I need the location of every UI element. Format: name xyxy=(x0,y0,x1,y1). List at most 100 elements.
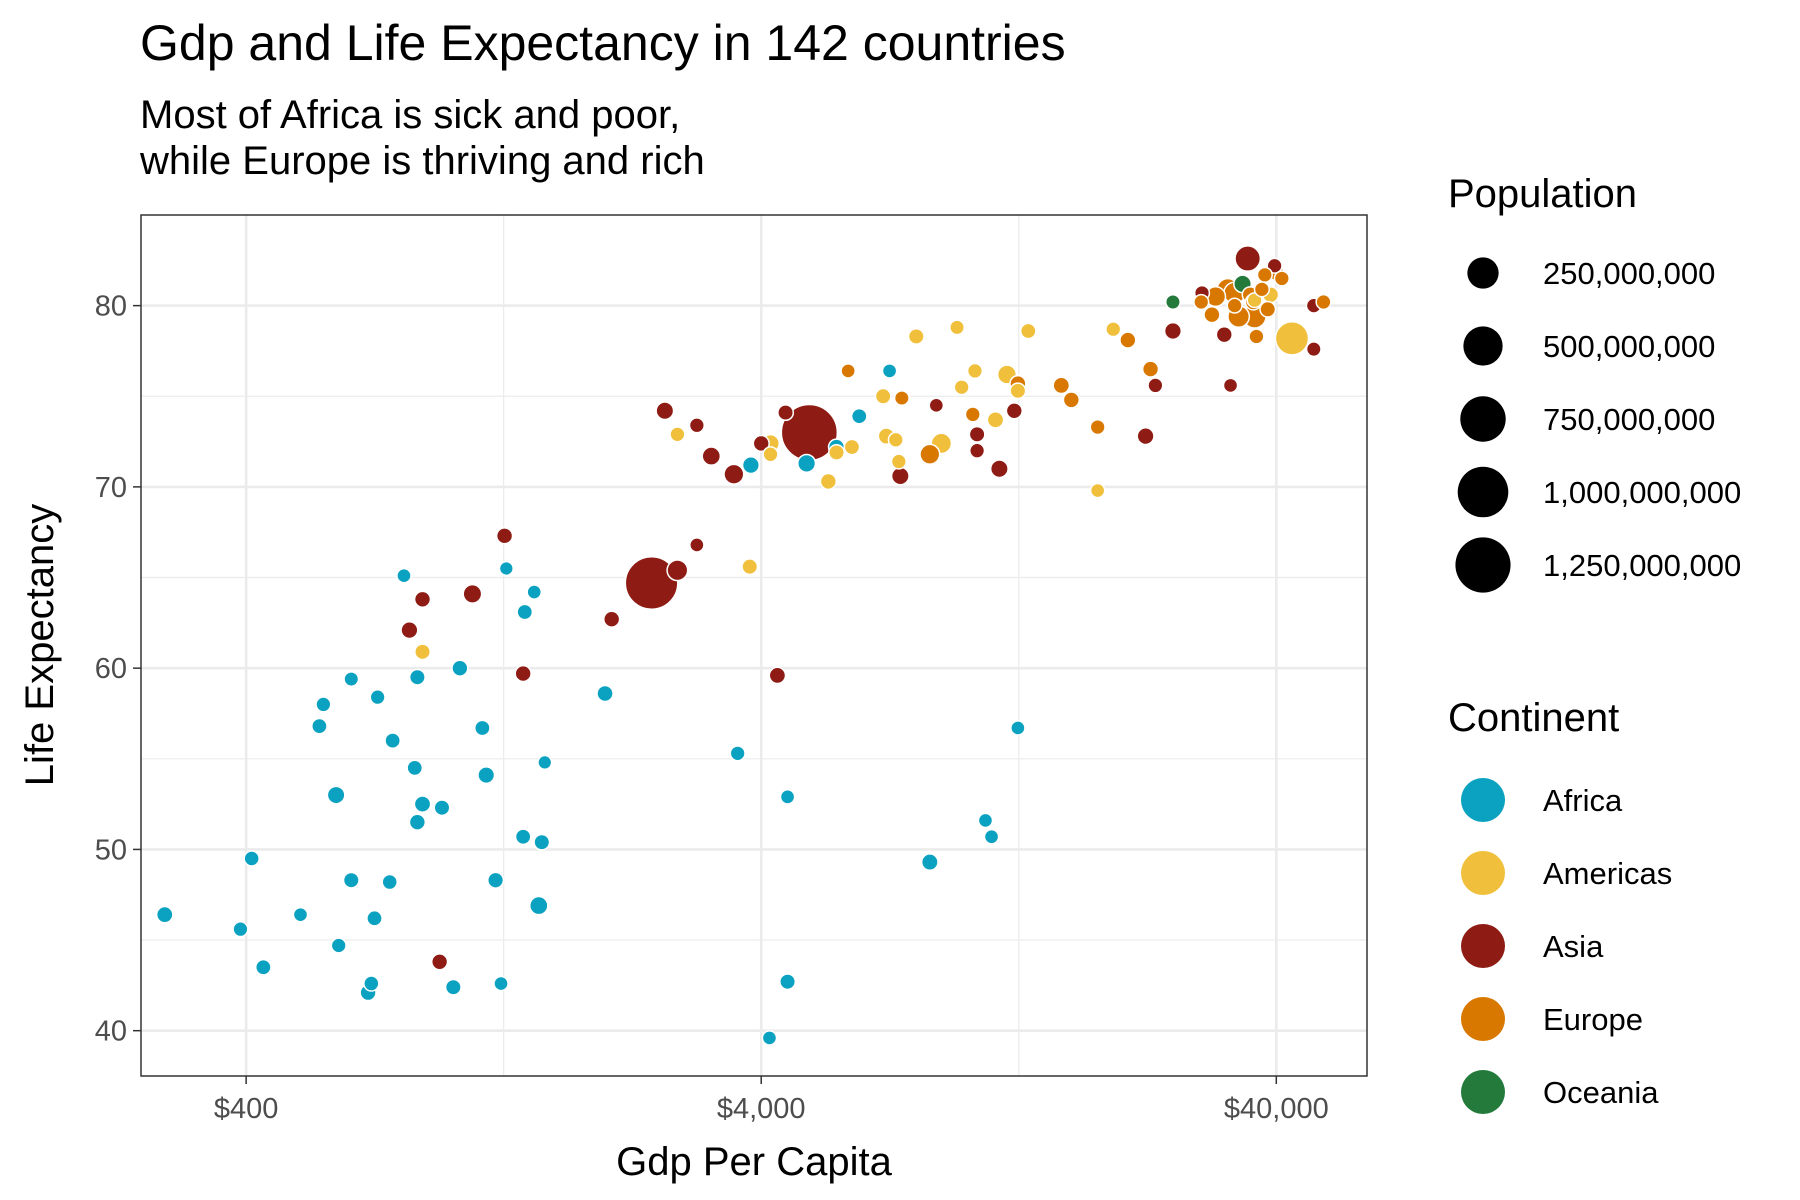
data-point xyxy=(537,754,553,771)
color-legend-key xyxy=(1461,997,1505,1041)
size-legend-label: 1,000,000,000 xyxy=(1543,475,1741,510)
data-point xyxy=(408,813,427,831)
chart-subtitle: Most of Africa is sick and poor, while E… xyxy=(140,92,705,184)
data-point xyxy=(983,828,1000,845)
data-point xyxy=(408,668,426,686)
data-point xyxy=(1273,270,1290,287)
size-legend-key xyxy=(1460,396,1506,442)
size-legend-key xyxy=(1463,326,1503,366)
data-point xyxy=(701,446,722,466)
data-point xyxy=(968,442,986,459)
data-point xyxy=(689,537,705,553)
size-legend-key xyxy=(1467,257,1499,289)
data-point xyxy=(1259,300,1277,318)
data-point xyxy=(343,671,360,688)
data-point xyxy=(1052,376,1071,395)
y-tick-label: 50 xyxy=(95,834,127,866)
data-point xyxy=(1305,341,1322,358)
data-point xyxy=(977,812,994,829)
data-point xyxy=(1105,321,1122,338)
data-point xyxy=(1256,266,1273,283)
data-point xyxy=(953,379,970,396)
size-legend-label: 750,000,000 xyxy=(1543,402,1715,437)
data-point xyxy=(400,620,419,640)
data-point xyxy=(406,759,424,777)
data-point xyxy=(761,1030,778,1046)
data-point xyxy=(893,390,910,407)
data-point xyxy=(342,871,360,889)
data-point xyxy=(311,717,328,735)
data-point xyxy=(155,905,174,924)
data-point xyxy=(850,407,868,425)
data-point xyxy=(986,410,1005,429)
data-point xyxy=(477,766,496,785)
data-point xyxy=(1019,322,1037,340)
size-legend-label: 1,250,000,000 xyxy=(1543,548,1741,583)
data-point xyxy=(495,527,514,545)
data-point xyxy=(413,795,432,813)
data-point xyxy=(514,828,532,846)
data-point xyxy=(828,443,845,461)
chart-title: Gdp and Life Expectancy in 142 countries xyxy=(140,15,1066,71)
data-point xyxy=(624,555,679,610)
y-tick-label: 80 xyxy=(95,291,127,323)
data-point xyxy=(430,953,449,971)
data-point xyxy=(779,973,797,991)
data-point xyxy=(655,401,675,421)
data-point xyxy=(762,446,779,463)
data-point xyxy=(254,958,272,976)
data-point xyxy=(669,426,686,443)
data-point xyxy=(366,909,383,927)
data-point xyxy=(444,978,462,996)
data-point xyxy=(292,906,309,923)
color-legend-key xyxy=(1461,1070,1505,1114)
data-point xyxy=(462,583,483,604)
data-point xyxy=(688,417,705,434)
data-point xyxy=(723,463,745,485)
y-tick-label: 70 xyxy=(95,472,127,504)
color-legend-label: Oceania xyxy=(1543,1075,1659,1110)
data-point xyxy=(919,443,941,465)
data-point xyxy=(487,871,505,889)
data-point xyxy=(1266,257,1283,274)
y-axis-title: Life Expectancy xyxy=(18,504,62,786)
y-tick-label: 40 xyxy=(95,1016,127,1048)
data-point xyxy=(1089,482,1106,499)
data-point xyxy=(384,732,402,750)
data-point xyxy=(887,431,904,448)
data-point xyxy=(1164,294,1181,310)
data-point xyxy=(966,362,984,380)
data-point xyxy=(369,689,386,706)
data-point xyxy=(752,434,770,453)
data-point xyxy=(474,719,491,737)
y-tick-label: 60 xyxy=(95,653,127,685)
data-point xyxy=(529,895,549,916)
data-point xyxy=(514,664,532,683)
data-point xyxy=(363,975,380,992)
x-axis-title: Gdp Per Capita xyxy=(616,1140,892,1184)
color-legend-label: Americas xyxy=(1543,856,1672,891)
data-point xyxy=(526,584,543,600)
data-point xyxy=(243,850,260,867)
color-legend-key xyxy=(1461,851,1505,895)
data-point xyxy=(596,684,614,703)
data-point xyxy=(1147,377,1164,394)
data-point xyxy=(840,363,856,379)
data-point xyxy=(741,558,759,576)
x-tick-label: $40,000 xyxy=(1224,1093,1329,1125)
color-legend-key xyxy=(1461,924,1505,968)
data-point xyxy=(928,397,945,414)
data-point xyxy=(797,453,817,473)
size-legend-key xyxy=(1455,537,1511,593)
x-tick-label: $400 xyxy=(214,1093,279,1125)
plot-panel xyxy=(141,215,1367,1076)
data-point xyxy=(1089,418,1106,436)
size-legend-key xyxy=(1457,466,1509,518)
data-point xyxy=(907,327,925,345)
data-point xyxy=(1163,321,1183,341)
data-point xyxy=(493,975,509,992)
data-point xyxy=(1253,281,1270,298)
color-legend-key xyxy=(1461,778,1505,822)
data-point xyxy=(326,785,346,805)
